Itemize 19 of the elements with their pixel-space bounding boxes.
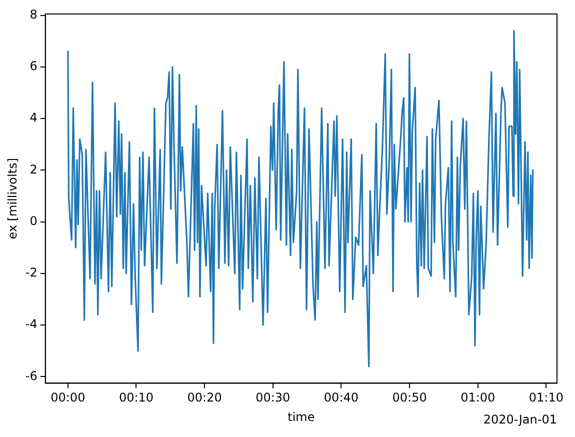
y-tick-label: 6: [30, 59, 38, 74]
y-tick-label: -2: [25, 266, 38, 280]
y-tick-label: 8: [30, 7, 38, 22]
x-tick-label: 01:00: [460, 390, 496, 405]
y-tick-label: 4: [30, 110, 38, 125]
x-tick-label: 01:10: [528, 390, 564, 405]
x-tick-label: 00:40: [324, 390, 359, 405]
x-tick-label: 00:50: [392, 390, 427, 405]
text: 2020-Jan-01: [483, 412, 557, 426]
y-tick-label: -6: [25, 368, 38, 383]
y-axis-title: ex [millivolts]: [5, 158, 20, 240]
x-tick-label: 00:20: [187, 390, 222, 405]
x-tick-label: 00:30: [256, 390, 290, 405]
y-tick-label: -4: [25, 317, 38, 332]
y-tick-label: 2: [30, 162, 38, 176]
y-tick-label: 0: [30, 214, 38, 228]
x-axis-title: time: [288, 410, 315, 424]
x-tick-label: 00:10: [118, 390, 154, 405]
x-tick-label: 00:00: [50, 390, 86, 405]
